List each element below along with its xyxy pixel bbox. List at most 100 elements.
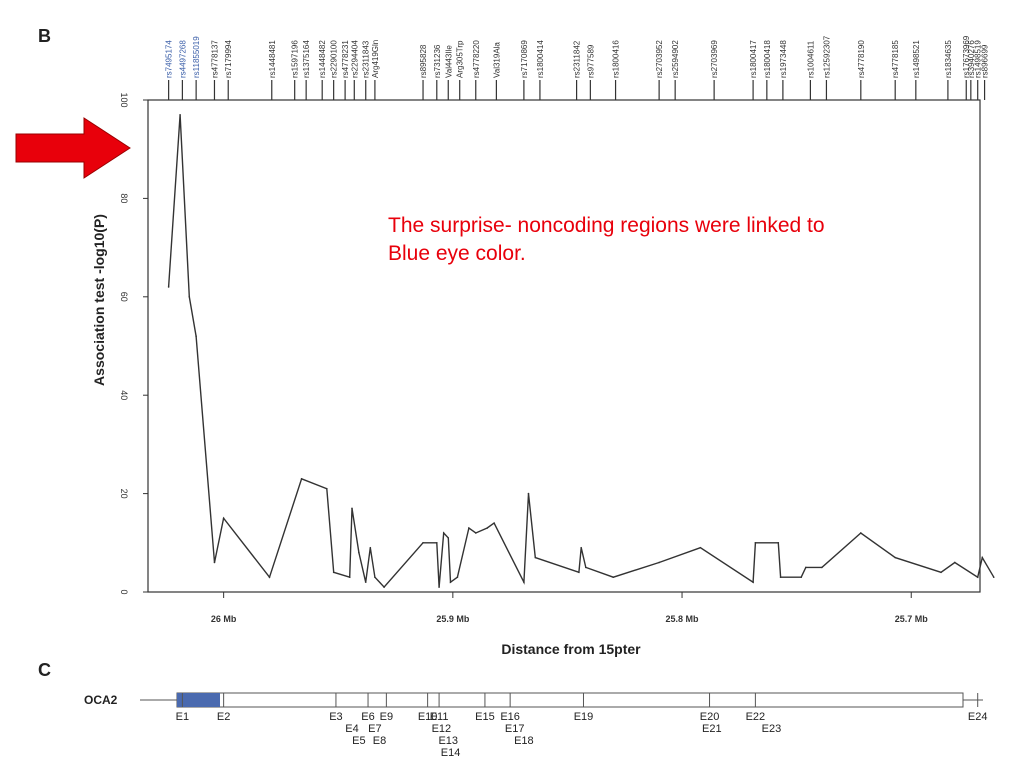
data-point bbox=[300, 478, 303, 480]
snp-label: Val443Ile bbox=[444, 45, 453, 78]
data-point bbox=[584, 566, 587, 569]
snp-label: Arg305Trp bbox=[456, 40, 465, 78]
exon-label: E12 bbox=[432, 723, 452, 735]
snp-label: rs1498521 bbox=[912, 40, 921, 78]
snp-label: rs1973448 bbox=[779, 40, 788, 78]
data-point bbox=[800, 576, 803, 579]
annotation-text: The surprise- noncoding regions were lin… bbox=[388, 212, 948, 268]
snp-label: rs2311842 bbox=[573, 40, 582, 78]
data-point bbox=[779, 576, 782, 579]
exon-label: E5 bbox=[352, 735, 365, 747]
exon-label: E10 bbox=[418, 711, 438, 723]
exon-label: E19 bbox=[574, 711, 594, 723]
exon-label: E4 bbox=[345, 723, 358, 735]
data-point bbox=[894, 556, 896, 559]
exon-label: E16 bbox=[500, 711, 520, 723]
data-point bbox=[493, 522, 495, 524]
data-point bbox=[188, 296, 191, 298]
exon-label: E2 bbox=[217, 711, 230, 723]
panel-c-label: C bbox=[38, 660, 51, 680]
data-point bbox=[578, 571, 580, 574]
exon-label: E11 bbox=[430, 711, 449, 723]
data-point bbox=[860, 532, 862, 534]
x-tick-label: 25.7 Mb bbox=[895, 614, 929, 624]
exon-label: E23 bbox=[762, 723, 782, 735]
data-point bbox=[777, 542, 780, 544]
snp-label: rs1004611 bbox=[806, 40, 815, 78]
panel-b-label: B bbox=[38, 26, 51, 46]
x-tick-label: 25.8 Mb bbox=[666, 614, 700, 624]
snp-label: rs7495174 bbox=[165, 40, 174, 78]
snp-label: rs4778190 bbox=[857, 40, 866, 78]
exon-label: E6 bbox=[361, 711, 374, 723]
data-point bbox=[179, 113, 181, 116]
snp-label: rs17673969 bbox=[962, 35, 971, 78]
snp-label: rs1800418 bbox=[763, 40, 772, 78]
snp-label: rs4778185 bbox=[891, 40, 900, 78]
snp-label: rs2703952 bbox=[655, 40, 664, 78]
y-tick-label: 100 bbox=[119, 92, 129, 107]
exon-label: E7 bbox=[368, 723, 381, 735]
data-points bbox=[167, 113, 995, 588]
data-point bbox=[992, 576, 995, 579]
data-point bbox=[268, 576, 271, 579]
data-point bbox=[953, 561, 956, 564]
data-point bbox=[474, 532, 477, 534]
data-point bbox=[976, 576, 979, 579]
snp-label: rs1448482 bbox=[318, 40, 327, 78]
y-tick-label: 60 bbox=[119, 292, 129, 302]
data-point bbox=[527, 492, 530, 495]
gene-name: OCA2 bbox=[84, 693, 118, 707]
data-point bbox=[534, 556, 537, 559]
snp-label: rs2290100 bbox=[330, 40, 339, 78]
data-point bbox=[486, 527, 489, 529]
gene-body bbox=[176, 692, 964, 708]
data-point bbox=[383, 586, 385, 588]
snp-label: rs4778231 bbox=[341, 40, 350, 78]
snp-label: rs896699 bbox=[981, 44, 990, 78]
snp-label: rs1800417 bbox=[749, 40, 758, 78]
data-point bbox=[821, 566, 823, 569]
y-axis: 0 20 40 60 80 100 bbox=[119, 92, 148, 595]
y-tick-label: 80 bbox=[119, 193, 129, 203]
red-right-arrow-icon bbox=[15, 117, 131, 179]
data-point bbox=[358, 551, 360, 554]
data-point bbox=[351, 507, 353, 510]
data-point bbox=[456, 576, 459, 579]
data-point bbox=[213, 561, 216, 564]
data-point bbox=[940, 571, 942, 574]
data-point bbox=[612, 576, 615, 579]
x-tick-label: 26 Mb bbox=[211, 614, 237, 624]
data-point bbox=[981, 556, 984, 559]
y-axis-title: Association test -log10(P) bbox=[91, 214, 107, 386]
snp-label: rs12592307 bbox=[822, 35, 831, 78]
exon-label: E8 bbox=[373, 735, 386, 747]
data-point bbox=[442, 532, 445, 534]
exon-label: E18 bbox=[514, 735, 534, 747]
data-point bbox=[658, 561, 660, 564]
snp-label: rs1800416 bbox=[612, 40, 621, 78]
snp-label: rs731236 bbox=[433, 44, 442, 78]
exon-label: E9 bbox=[380, 711, 393, 723]
exon-label: E21 bbox=[702, 723, 722, 735]
data-point bbox=[364, 581, 367, 583]
data-point bbox=[435, 542, 438, 544]
data-point bbox=[754, 542, 757, 544]
snp-label: rs4778220 bbox=[472, 40, 481, 78]
data-point bbox=[332, 571, 335, 574]
data-point bbox=[369, 546, 372, 549]
exon-label: E24 bbox=[968, 711, 988, 723]
data-point bbox=[348, 576, 351, 579]
snp-label: rs7170869 bbox=[520, 40, 529, 78]
snp-label: Val319Ala bbox=[492, 42, 501, 78]
snp-label: rs2594902 bbox=[671, 40, 680, 78]
data-point bbox=[325, 487, 328, 490]
data-point bbox=[374, 576, 376, 579]
snp-label: rs4497268 bbox=[178, 40, 187, 78]
y-tick-label: 0 bbox=[119, 589, 129, 594]
data-point bbox=[805, 566, 807, 569]
data-point bbox=[468, 527, 470, 529]
